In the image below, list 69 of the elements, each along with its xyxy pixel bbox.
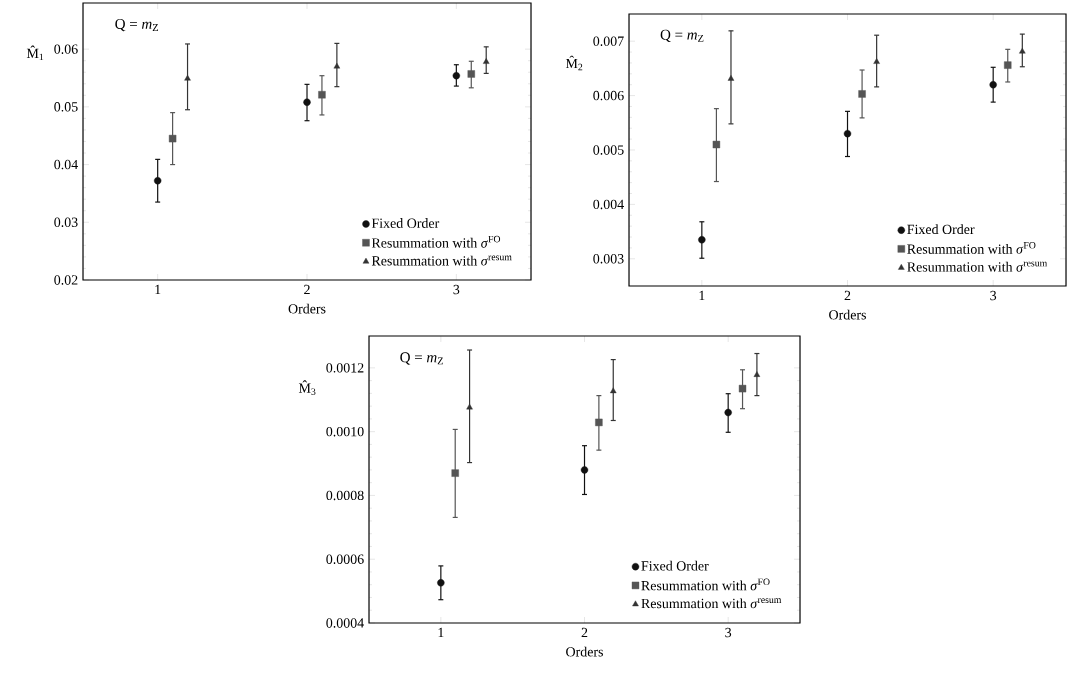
point (466, 403, 473, 410)
y-tick-label: 0.0012 (326, 363, 364, 373)
legend-label: Fixed Order (907, 224, 975, 235)
point (437, 579, 445, 587)
point (153, 177, 162, 185)
point (595, 418, 603, 427)
legend-label: Resummation with σ$^{FO}$ (371, 235, 501, 248)
annotation: Q = m$_{Z}$ (115, 18, 159, 32)
y-tick-label: 0.0004 (326, 618, 364, 628)
y-tick-label: 0.0010 (326, 426, 364, 437)
x-tick-label: 2 (304, 284, 310, 295)
point (989, 81, 997, 89)
point (1019, 47, 1026, 54)
legend-label: Resummation with σ$^{FO}$ (907, 242, 1036, 254)
y-tick-label: 0.0008 (326, 490, 364, 501)
x-tick-label: 1 (699, 290, 705, 301)
y-tick-label: 0.03 (54, 217, 78, 228)
y-axis-title: M̂$_{3}$ (298, 380, 316, 395)
point (727, 75, 735, 81)
point (451, 469, 459, 477)
y-tick-label: 0.02 (54, 275, 78, 285)
point (858, 90, 866, 98)
x-tick-label: 2 (581, 627, 588, 638)
point (843, 129, 852, 138)
y-tick-label: 0.0006 (326, 554, 364, 564)
point (1004, 61, 1012, 69)
point (698, 236, 706, 244)
x-axis-title: Orders (829, 309, 866, 320)
point (184, 74, 191, 81)
legend-label: Resummation with σ$^{resum}$ (371, 255, 512, 266)
point (753, 371, 761, 377)
legend-label: Fixed Order (371, 218, 440, 228)
point (467, 70, 475, 78)
annotation: Q = m$_{Z}$ (400, 352, 444, 365)
x-tick-label: 2 (844, 290, 851, 301)
x-tick-label: 3 (453, 284, 460, 295)
y-tick-label: 0.007 (593, 36, 624, 46)
point (610, 387, 617, 394)
point (873, 58, 880, 64)
point (303, 98, 311, 106)
point (580, 466, 589, 474)
y-tick-label: 0.05 (54, 102, 78, 112)
x-tick-label: 3 (725, 627, 732, 638)
legend-label: Resummation with σ$^{resum}$ (641, 598, 782, 609)
x-axis-title: Orders (288, 303, 326, 314)
point (724, 408, 732, 417)
x-tick-label: 3 (990, 290, 997, 301)
y-tick-label: 0.005 (593, 145, 624, 155)
point (738, 384, 747, 393)
point (452, 72, 461, 80)
y-tick-label: 0.003 (593, 254, 624, 264)
x-tick-label: 1 (155, 284, 161, 295)
point (712, 140, 721, 149)
point (168, 134, 177, 143)
annotation: Q = m$_{Z}$ (660, 29, 704, 43)
y-axis-title: M̂$_{1}$ (26, 45, 44, 61)
y-tick-label: 0.06 (54, 44, 78, 54)
y-tick-label: 0.04 (54, 159, 78, 170)
y-tick-label: 0.006 (593, 90, 624, 101)
x-axis-title: Orders (566, 646, 603, 657)
y-axis-title: M̂$_{2}$ (565, 55, 583, 71)
x-tick-label: 1 (438, 627, 444, 638)
y-tick-label: 0.004 (593, 199, 624, 210)
legend-label: Resummation with σ$^{FO}$ (641, 578, 770, 591)
point (482, 58, 490, 64)
point (333, 62, 341, 69)
legend-label: Resummation with σ$^{resum}$ (907, 261, 1048, 272)
legend-label: Fixed Order (641, 560, 709, 571)
point (318, 91, 326, 99)
